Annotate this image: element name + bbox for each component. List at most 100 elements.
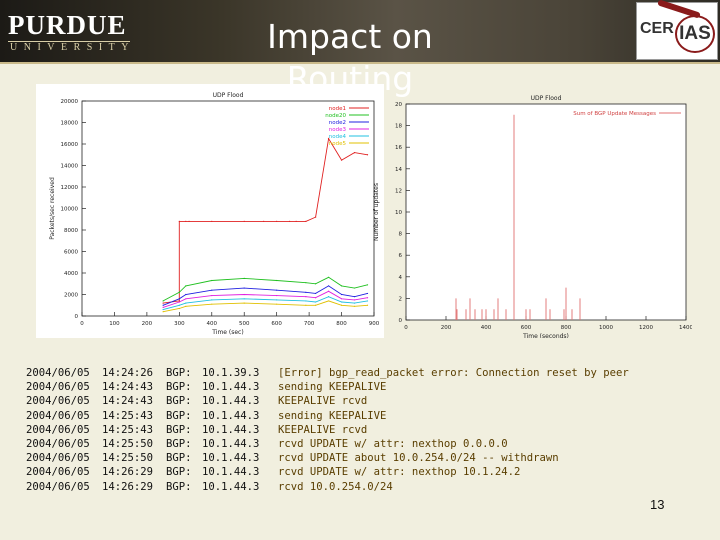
y-tick-label: 16000 (61, 142, 79, 148)
data-point (327, 296, 330, 298)
log-date: 2004/06/05 (26, 409, 90, 422)
log-date: 2004/06/05 (26, 423, 90, 436)
data-point (305, 291, 307, 293)
data-point (276, 279, 278, 282)
data-point (243, 287, 245, 289)
data-point (178, 291, 180, 293)
x-tick-label: 400 (481, 325, 492, 331)
data-point (276, 294, 278, 297)
cerias-logo-right: IAS (675, 15, 715, 53)
data-point (178, 220, 180, 222)
data-point (289, 220, 291, 222)
data-point (340, 298, 343, 300)
legend-label: Sum of BGP Update Messages (573, 111, 656, 117)
data-point (162, 304, 164, 306)
log-time: 14:24:43 (102, 395, 154, 408)
log-message: rcvd UPDATE about 10.0.254.0/24 -- withd… (278, 452, 559, 465)
data-point (327, 276, 330, 278)
log-ip: 10.1.39.3 (202, 367, 260, 379)
data-point (162, 300, 164, 302)
x-tick-label: 0 (80, 321, 84, 327)
log-message: KEEPALIVE rcvd (278, 395, 368, 408)
log-message: [Error] bgp_read_packet error: Connectio… (278, 367, 629, 379)
y-tick-label: 10 (395, 210, 402, 216)
data-point (178, 301, 180, 303)
log-ip: 10.1.44.3 (202, 466, 260, 479)
data-point (366, 154, 369, 156)
x-axis-label: Time (seconds) (522, 333, 569, 338)
slide-title: Impact on Routing (267, 17, 433, 98)
data-point (243, 298, 245, 300)
data-point (263, 220, 265, 222)
log-date: 2004/06/05 (26, 452, 90, 465)
purdue-logo-word: PURDUE (8, 10, 127, 40)
data-point (211, 303, 213, 305)
log-time: 14:26:29 (102, 480, 154, 493)
data-point (178, 300, 180, 302)
series-line-node2 (162, 285, 368, 306)
data-point (366, 284, 369, 286)
x-tick-label: 200 (441, 325, 452, 331)
log-ip: 10.1.44.3 (202, 480, 260, 493)
log-row: 2004/06/05 14:26:29 BGP: 10.1.44.3 rcvd UPDA… (26, 465, 706, 479)
log-time: 14:24:26 (102, 367, 154, 379)
data-point (185, 285, 187, 287)
data-point (178, 298, 180, 300)
log-ip: 10.1.44.3 (202, 423, 260, 436)
y-tick-label: 0 (75, 314, 79, 320)
data-point (276, 303, 278, 305)
y-tick-label: 20 (395, 102, 402, 108)
log-time: 14:26:29 (102, 466, 154, 479)
data-point (185, 220, 187, 222)
y-tick-label: 0 (399, 318, 403, 324)
chart-title: UDP Flood (213, 92, 244, 99)
data-point (315, 216, 317, 218)
y-tick-label: 4 (399, 275, 403, 281)
y-tick-label: 10000 (61, 207, 79, 213)
data-point (188, 220, 190, 222)
log-time: 14:25:50 (102, 437, 154, 450)
log-row: 2004/06/05 14:25:50 BGP: 10.1.44.3 rcvd UPDA… (26, 451, 706, 465)
bgp-log: 2004/06/05 14:24:26 BGP: 10.1.39.3 [Error] b… (26, 366, 706, 494)
cerias-logo-left: CER (640, 20, 674, 37)
legend-label: node1 (329, 106, 346, 112)
x-tick-label: 700 (304, 321, 315, 327)
x-tick-label: 600 (271, 321, 282, 327)
data-point (353, 305, 356, 307)
y-tick-label: 6 (399, 253, 403, 259)
data-point (315, 301, 317, 303)
data-point (327, 300, 330, 302)
log-row: 2004/06/05 14:24:26 BGP: 10.1.39.3 [Error] b… (26, 366, 706, 380)
data-point (295, 220, 297, 222)
plot-frame (81, 100, 375, 317)
data-point (211, 220, 213, 222)
data-point (315, 283, 317, 285)
data-point (211, 279, 213, 282)
log-message: sending KEEPALIVE (278, 409, 387, 422)
y-tick-label: 16 (395, 145, 402, 151)
data-point (185, 298, 187, 300)
y-tick-label: 8 (399, 232, 403, 238)
log-date: 2004/06/05 (26, 466, 90, 479)
data-point (243, 220, 245, 222)
data-point (353, 296, 356, 298)
log-process: BGP: (166, 409, 192, 422)
log-date: 2004/06/05 (26, 381, 90, 394)
series-line-node20 (162, 276, 368, 302)
data-point (305, 220, 307, 222)
purdue-logo-subtitle: UNIVERSITY (8, 41, 135, 53)
x-tick-label: 400 (207, 321, 218, 327)
slide-header: PURDUE UNIVERSITY Impact on Routing CER … (0, 0, 720, 98)
log-row: 2004/06/05 14:25:43 BGP: 10.1.44.3 KEEPALIVE… (26, 423, 706, 437)
data-point (366, 297, 369, 299)
y-axis-label: Number of updates (373, 183, 380, 241)
y-tick-label: 12 (395, 188, 402, 194)
data-point (243, 293, 245, 296)
log-time: 14:25:50 (102, 452, 154, 465)
log-ip: 10.1.44.3 (202, 409, 260, 422)
data-point (276, 299, 278, 301)
data-point (353, 302, 356, 304)
data-point (327, 285, 330, 287)
data-point (162, 308, 164, 311)
